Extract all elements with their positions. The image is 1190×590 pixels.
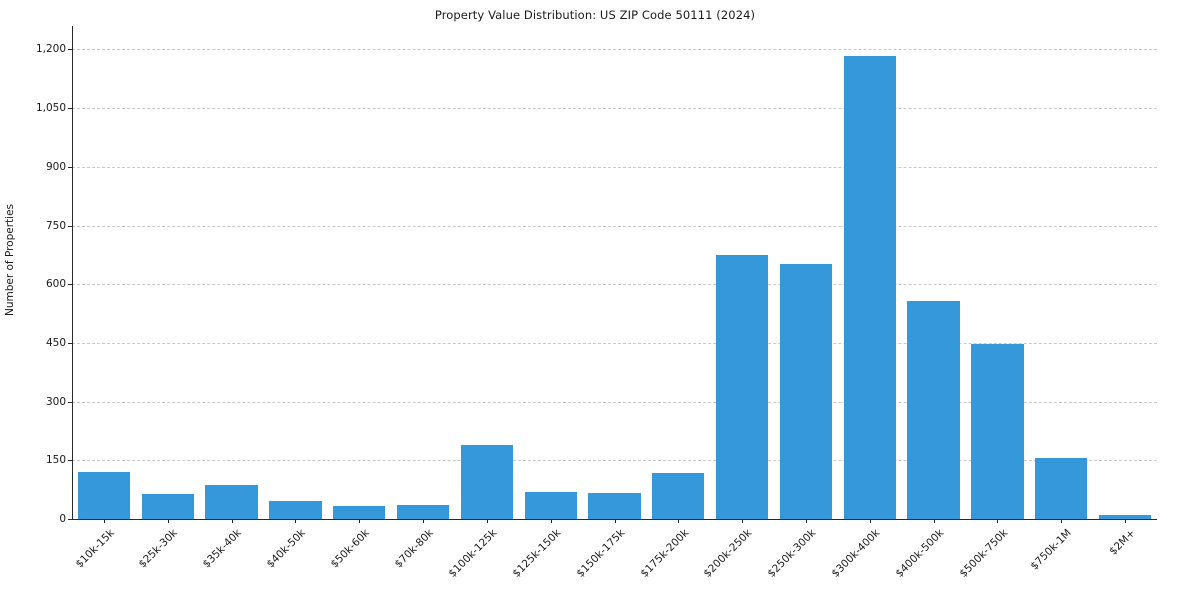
x-tick-label: $2M+ bbox=[1107, 527, 1138, 558]
y-tick-label: 1,050 bbox=[35, 102, 66, 115]
x-tick-mark bbox=[359, 519, 361, 523]
gridline bbox=[72, 49, 1157, 51]
bar bbox=[971, 344, 1024, 519]
x-tick-label: $400k-500k bbox=[893, 527, 947, 580]
x-tick-mark bbox=[423, 519, 425, 523]
bar bbox=[652, 472, 705, 519]
y-tick-mark bbox=[68, 284, 72, 286]
x-tick-mark bbox=[933, 519, 935, 523]
y-tick-mark bbox=[68, 166, 72, 168]
y-tick-mark bbox=[68, 519, 72, 520]
bar bbox=[1098, 514, 1152, 519]
x-tick-mark bbox=[1125, 519, 1127, 523]
gridline bbox=[72, 401, 1157, 403]
gridline bbox=[72, 284, 1157, 286]
x-tick-mark bbox=[997, 519, 999, 523]
gridline bbox=[72, 166, 1157, 168]
x-tick-label: $70k-80k bbox=[392, 527, 436, 571]
y-tick-label: 300 bbox=[45, 395, 66, 408]
y-tick-label: 450 bbox=[45, 336, 66, 349]
y-tick-label: 600 bbox=[45, 278, 66, 291]
x-tick-mark bbox=[742, 519, 744, 523]
gridline bbox=[72, 460, 1157, 462]
x-tick-label: $100k-125k bbox=[446, 527, 500, 580]
y-axis-spine bbox=[72, 26, 73, 520]
bar bbox=[460, 445, 513, 519]
bar bbox=[205, 485, 258, 519]
x-tick-mark bbox=[678, 519, 680, 523]
y-tick-mark bbox=[68, 401, 72, 403]
y-tick-label: 750 bbox=[45, 219, 66, 232]
bar bbox=[715, 254, 769, 519]
bar bbox=[588, 492, 641, 519]
gridline bbox=[72, 225, 1157, 227]
x-tick-label: $50k-60k bbox=[328, 527, 372, 571]
x-tick-label: $750k-1M bbox=[1028, 527, 1074, 573]
x-tick-label: $40k-50k bbox=[264, 527, 308, 571]
x-tick-mark bbox=[167, 519, 169, 523]
y-tick-label: 0 bbox=[59, 513, 66, 525]
x-tick-mark bbox=[550, 519, 552, 523]
x-tick-label: $250k-300k bbox=[765, 527, 819, 580]
x-tick-mark bbox=[805, 519, 807, 523]
x-tick-label: $35k-40k bbox=[200, 527, 245, 571]
bar bbox=[779, 264, 833, 519]
x-tick-label: $10k-15k bbox=[73, 527, 117, 571]
x-tick-label: $150k-175k bbox=[574, 527, 627, 580]
x-tick-mark bbox=[103, 519, 105, 523]
bar bbox=[524, 491, 577, 519]
bar bbox=[77, 472, 131, 519]
y-tick-label: 900 bbox=[45, 160, 66, 173]
bar bbox=[907, 301, 960, 519]
x-tick-label: $125k-150k bbox=[510, 527, 564, 580]
x-tick-label: $300k-400k bbox=[829, 527, 883, 580]
bar bbox=[141, 493, 194, 519]
y-axis-label: Number of Properties bbox=[2, 0, 18, 519]
y-tick-mark bbox=[68, 108, 72, 110]
bar bbox=[396, 505, 450, 519]
y-tick-label: 1,200 bbox=[35, 43, 66, 56]
x-tick-mark bbox=[486, 519, 488, 523]
x-tick-mark bbox=[295, 519, 297, 523]
x-tick-label: $175k-200k bbox=[637, 527, 691, 580]
y-tick-mark bbox=[68, 49, 72, 51]
plot-area bbox=[72, 26, 1157, 519]
x-tick-mark bbox=[614, 519, 616, 523]
y-tick-mark bbox=[68, 460, 72, 462]
y-tick-mark bbox=[68, 342, 72, 344]
x-tick-label: $500k-750k bbox=[957, 527, 1010, 580]
bar bbox=[333, 506, 386, 519]
x-tick-label: $25k-30k bbox=[136, 527, 181, 571]
x-tick-mark bbox=[231, 519, 233, 523]
bar bbox=[843, 55, 896, 519]
y-tick-label: 150 bbox=[45, 454, 66, 467]
x-tick-label: $200k-250k bbox=[701, 527, 755, 580]
x-tick-mark bbox=[869, 519, 871, 523]
y-tick-mark bbox=[68, 225, 72, 227]
y-axis-label-text: Number of Properties bbox=[4, 203, 17, 316]
gridline bbox=[72, 342, 1157, 344]
chart-title: Property Value Distribution: US ZIP Code… bbox=[434, 8, 756, 22]
bar bbox=[1035, 458, 1088, 519]
x-tick-mark bbox=[1061, 519, 1063, 523]
bar bbox=[269, 500, 322, 519]
gridline bbox=[72, 108, 1157, 110]
